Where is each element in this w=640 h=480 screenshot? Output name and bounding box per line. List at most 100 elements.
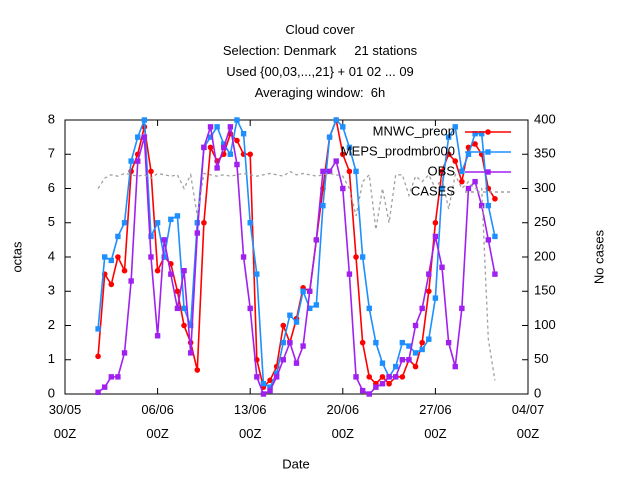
- point: [135, 134, 141, 140]
- point: [254, 271, 260, 277]
- legend-marker: [485, 149, 491, 155]
- y-tick-label: 3: [48, 283, 55, 298]
- point: [161, 237, 167, 243]
- point: [227, 124, 234, 130]
- x-tick-label: 30/05 00Z: [48, 402, 82, 441]
- point: [300, 288, 306, 294]
- series-line: [97, 117, 496, 389]
- point: [267, 387, 273, 394]
- point: [174, 213, 181, 219]
- point: [95, 326, 101, 332]
- point: [95, 389, 101, 395]
- point: [154, 333, 161, 339]
- legend-marker: [485, 169, 491, 175]
- point: [148, 233, 154, 240]
- point: [234, 161, 240, 168]
- y-tick-label: 1: [48, 351, 55, 366]
- point: [221, 141, 227, 147]
- point: [148, 168, 154, 175]
- point: [419, 339, 425, 346]
- point: [412, 363, 419, 370]
- legend-label: OBS: [428, 163, 456, 178]
- point: [366, 374, 373, 380]
- point: [426, 336, 432, 342]
- point: [346, 168, 353, 175]
- y-axis-label: octas: [9, 241, 24, 273]
- point: [399, 357, 406, 363]
- point: [373, 384, 379, 390]
- point: [485, 237, 492, 243]
- point: [386, 380, 392, 387]
- point: [353, 168, 359, 175]
- y2-tick-label: 200: [534, 248, 556, 263]
- point: [174, 305, 181, 312]
- point: [300, 343, 306, 349]
- point: [333, 117, 339, 123]
- x-tick-label: 20/06 00Z: [326, 402, 360, 441]
- y2-tick-label: 50: [534, 351, 548, 366]
- y-tick-label: 2: [48, 317, 55, 332]
- point: [379, 381, 386, 387]
- point: [359, 387, 366, 394]
- point: [141, 117, 148, 123]
- point: [267, 377, 273, 384]
- point: [439, 185, 445, 192]
- point: [115, 374, 121, 380]
- point: [280, 322, 287, 329]
- point: [379, 360, 386, 366]
- point: [465, 185, 472, 192]
- point: [485, 202, 492, 209]
- chart-title: Cloud cover Selection: Denmark 21 statio…: [222, 22, 418, 100]
- point: [353, 254, 359, 260]
- point: [426, 271, 432, 277]
- point: [234, 137, 240, 144]
- y-tick-label: 7: [48, 146, 55, 161]
- point: [320, 168, 326, 175]
- point: [479, 131, 485, 137]
- point: [353, 374, 359, 380]
- point: [406, 343, 412, 349]
- point: [174, 288, 181, 295]
- point: [121, 220, 128, 226]
- point: [393, 363, 399, 370]
- point: [393, 374, 399, 380]
- point: [379, 374, 386, 380]
- y2-axis-label: No cases: [591, 229, 606, 284]
- point: [128, 278, 134, 284]
- point: [472, 178, 478, 185]
- point: [373, 339, 379, 346]
- point: [201, 144, 207, 151]
- point: [194, 230, 200, 236]
- legend-label: MEPS_prodmbr000: [341, 143, 455, 158]
- point: [207, 134, 214, 140]
- point: [187, 350, 194, 356]
- point: [359, 339, 366, 346]
- point: [194, 367, 201, 373]
- point: [135, 158, 141, 164]
- point: [154, 267, 161, 274]
- point: [280, 357, 286, 363]
- point: [326, 168, 333, 175]
- point: [432, 219, 439, 226]
- point: [333, 158, 339, 164]
- x-tick-label: 13/06 00Z: [233, 402, 267, 441]
- legend-label: MNWC_preop: [373, 123, 455, 138]
- point: [254, 374, 260, 380]
- point: [386, 374, 392, 380]
- point: [419, 305, 425, 312]
- point: [307, 288, 313, 294]
- point: [472, 141, 478, 147]
- y2-tick-label: 250: [534, 214, 556, 229]
- point: [465, 151, 472, 157]
- point: [108, 257, 114, 264]
- y2-tick-label: 300: [534, 180, 556, 195]
- point: [459, 168, 465, 175]
- point: [108, 281, 115, 288]
- point: [201, 219, 207, 226]
- point: [320, 202, 326, 209]
- point: [452, 363, 458, 370]
- x-tick-label: 06/06 00Z: [141, 402, 174, 441]
- point: [121, 350, 128, 356]
